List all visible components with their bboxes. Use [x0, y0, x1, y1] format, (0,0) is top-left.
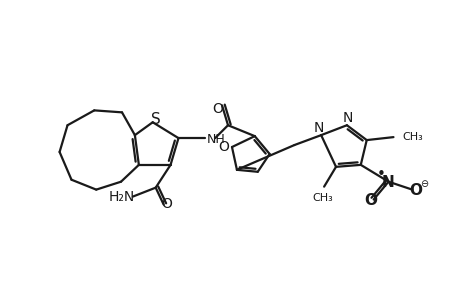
Text: N: N	[313, 121, 324, 135]
Text: NH: NH	[207, 133, 225, 146]
Text: O: O	[364, 193, 376, 208]
Text: CH₃: CH₃	[402, 132, 422, 142]
Text: H₂N: H₂N	[109, 190, 135, 204]
Text: ⊖: ⊖	[419, 179, 427, 189]
Text: O: O	[161, 196, 172, 211]
Text: N: N	[381, 175, 393, 190]
Text: O: O	[218, 140, 229, 154]
Text: O: O	[212, 102, 223, 116]
Text: S: S	[151, 112, 160, 127]
Text: •: •	[376, 167, 385, 182]
Text: CH₃: CH₃	[312, 193, 333, 202]
Text: N: N	[342, 111, 353, 125]
Text: O: O	[408, 183, 421, 198]
